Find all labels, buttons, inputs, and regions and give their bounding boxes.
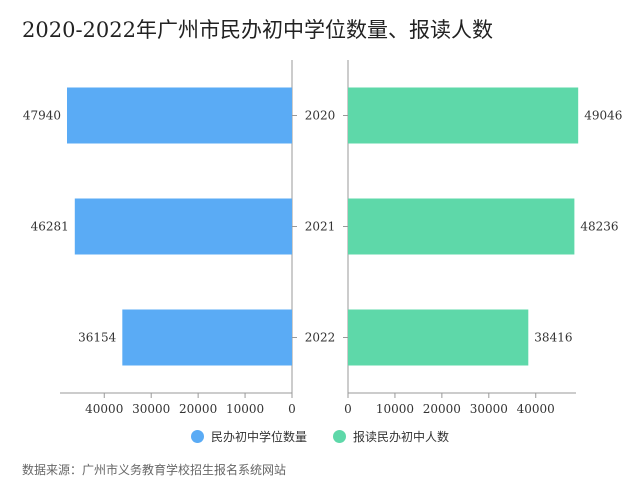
legend-label-seats: 民办初中学位数量: [210, 430, 307, 444]
bar-seats-2021: [74, 198, 293, 255]
right-axis-tick-label: 0: [344, 402, 352, 416]
data-label-applicants-2020: 49046: [584, 109, 622, 123]
category-label-2022: 2022: [305, 331, 336, 345]
data-label-seats-2021: 46281: [31, 220, 69, 234]
legend: 民办初中学位数量 报读民办初中人数: [0, 428, 640, 445]
source-note: 数据来源：广州市义务教育学校招生报名系统网站: [22, 463, 287, 477]
bar-seats-2020: [67, 87, 292, 144]
data-label-applicants-2022: 38416: [534, 331, 572, 345]
bar-seats-2022: [122, 309, 293, 366]
left-axis-tick-label: 30000: [132, 402, 170, 416]
right-axis-tick-label: 10000: [376, 402, 414, 416]
data-label-applicants-2021: 48236: [580, 220, 618, 234]
right-axis-tick-label: 40000: [517, 402, 555, 416]
legend-item-seats[interactable]: 民办初中学位数量: [190, 428, 307, 445]
category-label-2020: 2020: [305, 109, 336, 123]
left-axis-tick-label: 40000: [85, 402, 123, 416]
left-panel: 47940 2020 46281 2021 36154 2022 40000 30000 200…: [23, 60, 335, 416]
right-axis-tick-label: 20000: [423, 402, 461, 416]
category-label-2021: 2021: [305, 220, 336, 234]
left-axis-tick-label: 20000: [179, 402, 217, 416]
legend-swatch-seats: [190, 430, 204, 443]
legend-swatch-applicants: [333, 430, 346, 443]
data-label-seats-2022: 36154: [78, 331, 117, 345]
data-label-seats-2020: 47940: [23, 109, 61, 123]
bar-applicants-2020: [348, 87, 579, 144]
chart-title: 2020-2022年广州市民办初中学位数量、报读人数: [22, 18, 493, 42]
right-panel: 49046 48236 38416 0 10000 20000 30000 40000: [343, 60, 622, 416]
left-axis-tick-label: 0: [288, 402, 296, 416]
legend-item-applicants[interactable]: 报读民办初中人数: [333, 428, 449, 445]
legend-label-applicants: 报读民办初中人数: [353, 430, 450, 444]
left-axis-tick-label: 10000: [226, 402, 264, 416]
bar-applicants-2022: [348, 309, 529, 366]
bar-applicants-2021: [348, 198, 575, 255]
right-axis-tick-label: 30000: [470, 402, 508, 416]
